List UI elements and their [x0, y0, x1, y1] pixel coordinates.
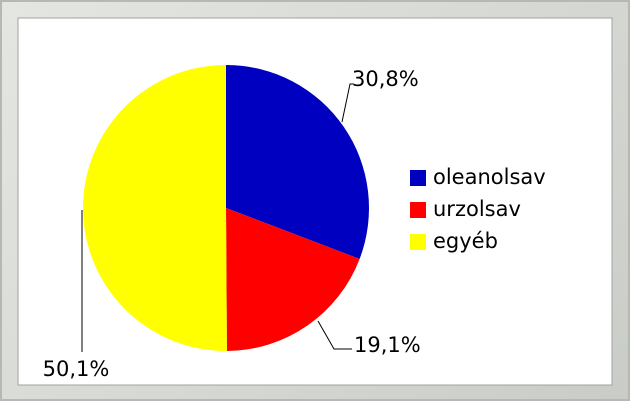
legend-label: egyéb — [433, 229, 498, 253]
legend-swatch — [410, 202, 426, 218]
legend-label: urzolsav — [433, 197, 521, 221]
legend-label: oleanolsav — [433, 165, 546, 189]
data-label: 19,1% — [354, 333, 421, 357]
legend-swatch — [410, 170, 426, 186]
pie-slice — [82, 65, 227, 351]
legend-swatch — [410, 234, 426, 250]
pie-slice — [226, 65, 369, 259]
pie-slice — [226, 208, 360, 351]
leader-line — [317, 320, 352, 350]
data-label: 30,8% — [352, 67, 419, 91]
leader-line — [341, 83, 354, 123]
data-label: 50,1% — [43, 357, 110, 381]
